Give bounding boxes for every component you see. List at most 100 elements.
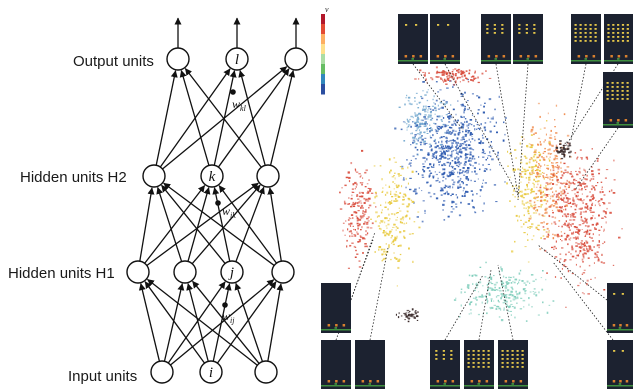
h1-unit-3 (271, 260, 295, 284)
scatter-point (557, 181, 560, 184)
scatter-point (384, 206, 387, 208)
scatter-point (381, 260, 383, 262)
scatter-point (399, 174, 402, 176)
scatter-point (578, 184, 581, 186)
scatter-point (468, 124, 470, 127)
connection-h1-h2-3-0 (163, 182, 275, 266)
scatter-point (557, 235, 560, 238)
leader-line (497, 264, 514, 341)
scatter-point (465, 70, 467, 72)
scatter-point (555, 196, 558, 198)
scatter-point (364, 186, 367, 188)
scatter-point (398, 106, 401, 108)
scatter-point (586, 195, 588, 198)
scatter-point (421, 135, 423, 137)
scatter-point (453, 122, 456, 124)
scatter-point (464, 105, 466, 108)
scatter-point (545, 133, 547, 136)
connection-h1-h2-3-1 (218, 185, 277, 264)
scatter-point (395, 257, 398, 260)
scatter-point (394, 194, 398, 196)
scatter-point (583, 231, 586, 233)
screen-alien (516, 354, 519, 356)
scatter-point (369, 188, 372, 190)
scatter-point (469, 153, 472, 156)
scatter-point (454, 162, 457, 165)
screen-alien (472, 354, 475, 356)
scatter-point (347, 219, 350, 221)
scatter-point (477, 291, 480, 293)
scatter-point (533, 201, 536, 204)
scatter-point (510, 303, 513, 305)
scatter-point (586, 279, 589, 282)
scatter-point (602, 242, 604, 245)
scatter-point (474, 161, 477, 164)
scatter-point (365, 234, 368, 236)
screen-bunker (487, 55, 491, 58)
scatter-point (546, 222, 549, 225)
screen-alien (616, 86, 619, 88)
scatter-point (572, 219, 576, 221)
connection-h1-h2-1-2 (191, 184, 261, 265)
scatter-point (556, 203, 558, 205)
scatter-point (591, 204, 593, 206)
screen-alien (506, 366, 509, 368)
scatter-point (581, 183, 583, 185)
scatter-point (426, 130, 428, 132)
network-connections (138, 17, 300, 366)
colorbar-segment (321, 84, 325, 95)
scatter-point (360, 206, 362, 209)
scatter-point (457, 119, 459, 122)
colorbar-segment (321, 74, 325, 85)
scatter-point (560, 196, 563, 198)
screen-bunker (451, 55, 455, 58)
scatter-point (503, 307, 505, 310)
scatter-point (367, 216, 370, 218)
scatter-point (465, 190, 468, 193)
scatter-point (533, 186, 535, 188)
scatter-point (359, 218, 362, 221)
scatter-point (402, 219, 404, 221)
scatter-point (449, 147, 451, 150)
scatter-point (443, 163, 446, 165)
connection-h1-h2-2-1 (212, 187, 231, 262)
connection-input-h1-1-2 (212, 283, 232, 362)
scatter-point (584, 225, 587, 227)
scatter-point (382, 190, 384, 193)
scatter-point (545, 211, 548, 214)
scatter-point (439, 89, 442, 91)
scatter-point (493, 304, 496, 306)
scatter-point (537, 143, 539, 146)
scatter-point (362, 237, 365, 240)
scatter-point (482, 148, 484, 151)
scatter-point (526, 280, 529, 283)
scatter-point (423, 170, 426, 173)
screen-alien (477, 350, 480, 352)
scatter-point (375, 211, 378, 214)
scatter-point (594, 277, 596, 279)
scatter-point (565, 171, 567, 173)
scatter-point (396, 227, 399, 229)
scatter-point (434, 146, 438, 149)
scatter-point (394, 195, 397, 197)
scatter-point (465, 176, 468, 178)
scatter-point (412, 116, 414, 119)
scatter-point (564, 222, 566, 225)
screen-player (616, 122, 619, 124)
scatter-point (441, 146, 443, 149)
scatter-point (466, 157, 469, 159)
scatter-point (442, 173, 444, 175)
scatter-point (583, 257, 585, 259)
scatter-point (567, 222, 571, 225)
scatter-point (528, 217, 532, 220)
scatter-point (396, 216, 398, 218)
scatter-point (598, 246, 600, 249)
screen-bunker (617, 119, 620, 122)
scatter-point (554, 223, 557, 225)
scatter-point (487, 277, 489, 279)
scatter-point (400, 315, 403, 317)
scatter-point (401, 167, 404, 170)
scatter-point (538, 163, 540, 165)
scatter-point (490, 145, 493, 148)
scatter-point (461, 72, 464, 75)
